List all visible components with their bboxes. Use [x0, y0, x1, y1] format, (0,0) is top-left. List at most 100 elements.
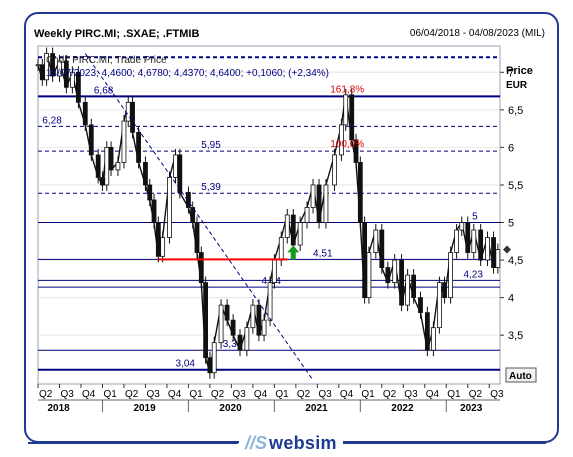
price-axis-label: Price — [506, 65, 533, 77]
quarter-label: Q1 — [189, 389, 203, 400]
candle-body — [244, 327, 250, 351]
quarter-label: Q1 — [103, 389, 117, 400]
y-tick-label: 6,5 — [508, 105, 523, 117]
candle-body — [207, 357, 213, 374]
footer-line-right — [340, 442, 546, 444]
candle-body — [349, 94, 355, 141]
level-label: 6,28 — [42, 115, 62, 126]
quarter-label: Q3 — [146, 389, 160, 400]
candle-body — [366, 252, 372, 299]
candle-body — [465, 222, 471, 253]
trendline — [84, 53, 314, 381]
candle-body — [357, 162, 363, 223]
candle-body — [224, 304, 230, 321]
candle-body — [362, 222, 368, 299]
chart-title: Weekly PIRC.MI; .SXAE; .FTMIB — [34, 28, 200, 40]
quarter-label: Q3 — [404, 389, 418, 400]
candle-body — [373, 229, 379, 253]
level-label: 5 — [472, 212, 478, 223]
candle-body — [261, 319, 267, 336]
y-tick-label: 3,5 — [508, 330, 523, 342]
candle-body — [379, 229, 385, 268]
candle-body — [237, 334, 243, 351]
candle-body — [167, 177, 172, 238]
level-label: 5,39 — [201, 182, 221, 193]
candle-body — [392, 259, 398, 284]
candle-body — [430, 327, 436, 351]
candle-body — [290, 214, 296, 246]
x-axis: Q2 Q3 Q4 Q1 Q2 Q3 Q4 Q1 Q2 Q3 Q4 Q1 Q2 Q3 Q4 Q1 Q2 Q3 Q4 Q1… — [37, 384, 504, 414]
candle-body — [198, 252, 204, 284]
quarter-label: Q1 — [447, 389, 461, 400]
grid — [38, 71, 500, 336]
candle-body — [471, 229, 477, 253]
auto-button[interactable] — [505, 367, 537, 383]
footer-line-left — [28, 442, 238, 444]
quarter-label: Q4 — [82, 389, 96, 400]
date-range: 06/04/2018 - 04/08/2023 (MIL) — [409, 28, 545, 39]
quarter-label: Q2 — [469, 389, 483, 400]
candle-body — [143, 162, 148, 186]
candle-body — [95, 154, 101, 178]
quarter-label: Q2 — [297, 389, 311, 400]
candle-body — [125, 101, 131, 122]
candle-body — [35, 64, 41, 67]
quarter-label: Q1 — [361, 389, 375, 400]
quarter-label: Q4 — [340, 389, 354, 400]
candle-body — [75, 71, 81, 103]
level-label: 4,14 — [261, 276, 281, 287]
candle-body — [454, 229, 459, 253]
candle-body — [186, 192, 191, 208]
candle-body — [491, 237, 496, 268]
overlays: 161,8% 100,0% — [84, 53, 364, 381]
currency-axis-label: EUR — [506, 80, 528, 91]
candle-body — [310, 184, 316, 208]
candle-body — [108, 146, 114, 171]
candle-body — [230, 319, 236, 336]
candle-body — [448, 252, 453, 299]
level-label: 3,3 — [223, 339, 237, 350]
y-tick-label: 5 — [508, 218, 514, 230]
y-tick-label: 4 — [508, 293, 514, 305]
candle-body — [284, 214, 290, 238]
candle-body — [100, 177, 105, 186]
last-price-diamond-icon — [503, 245, 511, 254]
candle-body — [418, 297, 423, 314]
fib-label: 161,8% — [330, 84, 364, 95]
quarter-label: Q3 — [60, 389, 74, 400]
year-label: 2020 — [219, 403, 242, 414]
candle-body — [304, 207, 310, 223]
candle-body — [267, 282, 273, 321]
candle-body — [177, 154, 183, 193]
quarter-label: Q2 — [383, 389, 397, 400]
candle-body — [104, 146, 110, 186]
price-series — [35, 47, 501, 379]
y-axis: 7 6,5 6 5,5 5 4,5 4 3,5 — [500, 67, 523, 342]
candle-body — [50, 53, 56, 77]
candle-body — [424, 312, 430, 351]
quarter-label: Q2 — [125, 389, 139, 400]
candle-body — [88, 124, 94, 156]
candle-body — [44, 53, 49, 81]
candle-body — [316, 184, 322, 223]
y-tick-label: 4,5 — [508, 255, 523, 267]
candle-body — [459, 222, 465, 231]
fib-label: 100,0% — [330, 139, 364, 150]
candle-body — [256, 304, 262, 336]
quarter-label: Q1 — [275, 389, 289, 400]
year-label: 2018 — [47, 403, 70, 414]
candle-body — [147, 184, 153, 201]
websim-logo: //S websim — [239, 432, 343, 454]
y-tick-label: 6 — [508, 142, 514, 154]
candle-body — [442, 282, 447, 299]
quarter-label: Q4 — [426, 389, 440, 400]
candle-body — [485, 237, 490, 261]
candle-body — [495, 249, 501, 268]
candle-body — [69, 71, 75, 88]
candle-body — [271, 259, 277, 284]
candle-body — [136, 131, 141, 163]
candle-body — [211, 342, 217, 374]
candle-body — [297, 222, 303, 246]
candle-body — [160, 237, 166, 257]
